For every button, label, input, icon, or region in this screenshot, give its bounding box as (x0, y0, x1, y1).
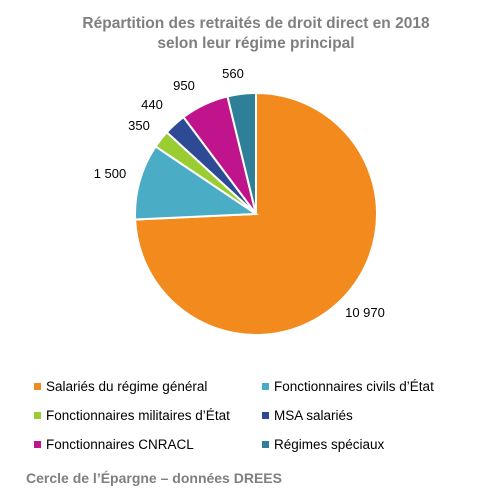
pie-slice-regimes-speciaux (226, 91, 257, 215)
data-label-regimes-speciaux: 560 (222, 66, 244, 81)
legend-label-fonctionnaires-civils-etat: Fonctionnaires civils d’État (274, 379, 434, 394)
data-labels: 10 970 1 500 350 440 950 560 (94, 66, 385, 320)
legend-label-fonctionnaires-cnracl: Fonctionnaires CNRACL (46, 437, 194, 452)
legend-swatch-msa-salaries (262, 412, 269, 419)
data-label-msa-salaries: 440 (141, 97, 163, 112)
chart-title-line-2: selon leur régime principal (157, 35, 354, 52)
legend-swatch-salaries-regime-general (34, 383, 41, 390)
legend-swatch-regimes-speciaux (262, 441, 269, 448)
chart-title-line-1: Répartition des retraités de droit direc… (82, 15, 430, 32)
legend-label-regimes-speciaux: Régimes spéciaux (274, 437, 385, 452)
legend-label-msa-salaries: MSA salariés (274, 408, 353, 423)
pie-slices (134, 91, 378, 336)
legend-swatch-fonctionnaires-civils-etat (262, 383, 269, 390)
legend-label-salaries-regime-general: Salariés du régime général (46, 379, 207, 394)
data-label-fonctionnaires-militaires-etat: 350 (128, 118, 150, 133)
legend-label-fonctionnaires-militaires-etat: Fonctionnaires militaires d’État (46, 408, 230, 423)
legend-swatch-fonctionnaires-militaires-etat (34, 412, 41, 419)
legend-swatch-fonctionnaires-cnracl (34, 441, 41, 448)
data-label-fonctionnaires-cnracl: 950 (173, 78, 195, 93)
data-label-fonctionnaires-civils-etat: 1 500 (94, 166, 127, 181)
pie-slice-fonctionnaires-civils-etat (134, 145, 260, 221)
legend: Salariés du régime général Fonctionnaires… (34, 379, 434, 452)
data-label-salaries-regime-general: 10 970 (345, 305, 385, 320)
source-note: Cercle de l’Épargne – données DREES (26, 470, 282, 486)
